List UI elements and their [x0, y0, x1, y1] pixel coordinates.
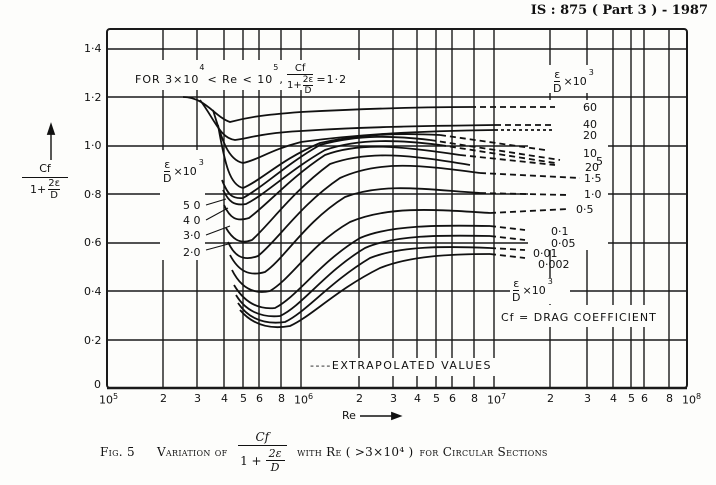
- y-tick-0-4: 0·4: [84, 285, 102, 298]
- y-tick-0-6: 0·6: [84, 236, 102, 249]
- x-tick-6e5: 6: [256, 392, 263, 405]
- y-axis-title: Cf 1+ 2ε D: [22, 162, 68, 201]
- x-tick-8e7: 8: [666, 392, 673, 405]
- y-axis-den-one: 1+: [30, 183, 47, 196]
- x-tick-1e8: 108: [682, 392, 702, 407]
- label-40: 4 0: [183, 214, 201, 227]
- label-0-5r: 0·5: [576, 203, 594, 216]
- y-axis-numerator: Cf: [22, 162, 68, 178]
- caption-suffix: for Circular Sections: [419, 445, 548, 459]
- curve-4: [222, 140, 441, 206]
- x-tick-1e7: 107: [487, 392, 507, 407]
- label-5r: 5: [596, 155, 603, 168]
- curve-3: [223, 145, 461, 221]
- label-60: 60: [583, 101, 597, 114]
- label-2-0r: 20: [585, 161, 599, 174]
- drag-coefficient-note: Cf = DRAG COEFFICIENT: [501, 311, 657, 324]
- label-30: 3·0: [183, 229, 201, 242]
- x-tick-3e7: 3: [584, 392, 591, 405]
- y-axis-den-num: 2ε: [48, 178, 60, 190]
- curve-10: [217, 124, 441, 189]
- x-tick-4e7: 4: [610, 392, 617, 405]
- y-axis-den-den: D: [50, 190, 58, 201]
- x-tick-1e5: 105: [99, 392, 119, 407]
- curve-60: [182, 96, 471, 123]
- label-10r: 10: [583, 147, 597, 160]
- label-0-1r: 0·1: [551, 225, 569, 238]
- curve-5: [221, 135, 431, 200]
- caption-fraction: Cf 1 + 2ε D: [237, 430, 288, 474]
- figure-number: Fig. 5: [100, 445, 135, 459]
- label-40r: 40: [583, 118, 597, 131]
- y-tick-0-8: 0·8: [84, 188, 102, 201]
- x-axis-title: Re: [342, 409, 356, 422]
- x-tick-2e5: 2: [160, 392, 167, 405]
- label-50: 5 0: [183, 199, 201, 212]
- x-tick-1e6: 106: [294, 392, 314, 407]
- for-annotation: FOR 3×10 4 < Re < 10 5 , Cf 1+ 2ε D =1·2: [135, 63, 348, 96]
- x-tick-5e6: 5: [433, 392, 440, 405]
- label-0-01r: 0·01: [533, 247, 558, 260]
- caption-prefix: Variation of: [156, 445, 228, 459]
- x-tick-2e6: 2: [356, 392, 363, 405]
- label-20: 2·0: [183, 246, 201, 259]
- standard-header: IS : 875 ( Part 3 ) - 1987: [530, 3, 708, 18]
- x-tick-8e6: 8: [471, 392, 478, 405]
- x-tick-3e5: 3: [194, 392, 201, 405]
- curve-2: [225, 154, 471, 243]
- curve-0-5: [231, 209, 491, 293]
- y-tick-1-4: 1·4: [84, 42, 102, 55]
- curve-0-002: [239, 253, 491, 329]
- label-0-002r: 0·002: [538, 258, 570, 271]
- curve-40: [199, 99, 496, 141]
- curve-1-0: [229, 187, 481, 275]
- x-tick-4e6: 4: [414, 392, 421, 405]
- curve-0-01: [237, 246, 491, 324]
- label-0-05r: 0·05: [551, 237, 576, 250]
- curves: [46, 96, 581, 421]
- x-tick-2e7: 2: [547, 392, 554, 405]
- label-1-5r: 1·5: [584, 172, 602, 185]
- label-masks: [130, 60, 665, 376]
- x-tick-6e7: 6: [641, 392, 648, 405]
- label-20r: 20: [583, 129, 597, 142]
- y-tick-1-0: 1·0: [84, 139, 102, 152]
- x-tick-5e5: 5: [240, 392, 247, 405]
- eps-legend-title-mid: ε D ×10 3: [512, 277, 553, 304]
- curve-0-1: [233, 224, 491, 310]
- label-1-0r: 1·0: [584, 188, 602, 201]
- x-tick-6e6: 6: [449, 392, 456, 405]
- y-tick-1-2: 1·2: [84, 91, 102, 104]
- y-tick-0-2: 0·2: [84, 334, 102, 347]
- curve-0-05: [235, 234, 491, 318]
- x-tick-5e7: 5: [628, 392, 635, 405]
- x-tick-4e5: 4: [221, 392, 228, 405]
- figure-caption: Fig. 5 Variation of Cf 1 + 2ε D with Re …: [100, 430, 660, 474]
- left-series-labels: 5 0 4 0 3·0 2·0: [183, 198, 201, 260]
- x-tick-8e5: 8: [278, 392, 285, 405]
- y-tick-0: 0: [94, 378, 101, 391]
- caption-middle: with Re ( >3×10⁴ ): [297, 445, 414, 459]
- x-tick-3e6: 3: [390, 392, 397, 405]
- curve-1-5: [227, 164, 481, 260]
- x-axis-labels: 105 2 3 4 5 6 8 106 2 3 4 5 6 8 107 2 3 …: [0, 392, 716, 412]
- eps-legend-title-right: ε D ×10 3: [553, 68, 594, 95]
- extrapolated-note: ----EXTRAPOLATED VALUES: [310, 359, 493, 372]
- eps-legend-title-left: ε D ×10 3: [163, 158, 204, 185]
- curve-20: [212, 109, 496, 164]
